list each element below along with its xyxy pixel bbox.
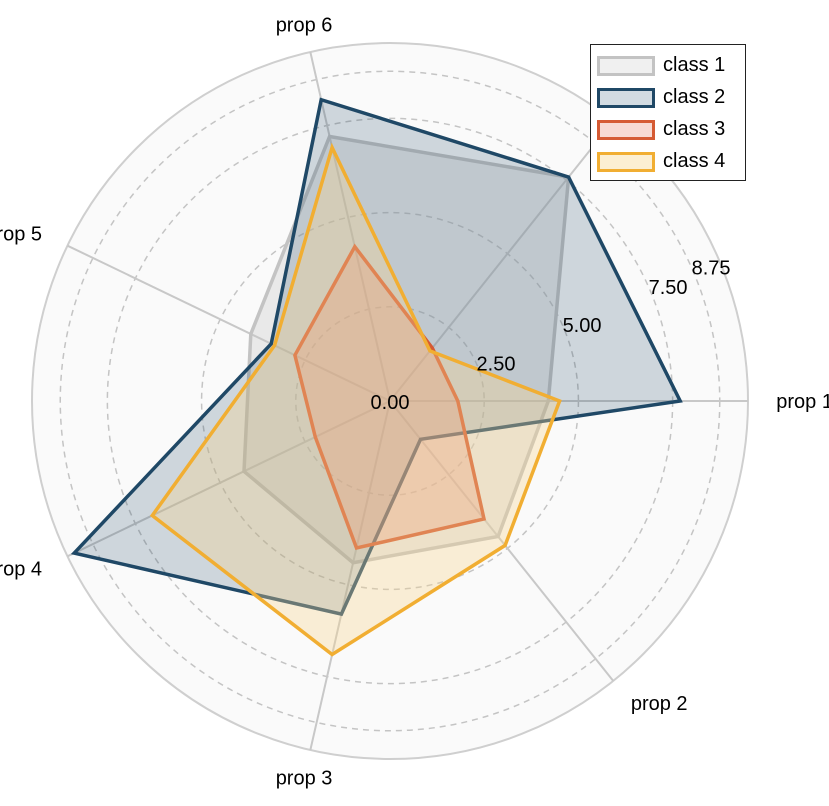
axis-spoke xyxy=(309,51,391,402)
axis-label: prop 3 xyxy=(276,768,333,790)
axis-label: prop 4 xyxy=(0,559,42,581)
radial-tick-label: 5.00 xyxy=(563,315,602,337)
radial-tick-label: 2.50 xyxy=(477,354,516,376)
axis-label: prop 6 xyxy=(276,14,333,36)
legend-swatch-class-4 xyxy=(597,152,655,172)
legend-label: class 4 xyxy=(663,150,726,172)
axis-label: prop 2 xyxy=(631,693,688,715)
legend-swatch-class-3 xyxy=(597,120,655,140)
legend: class 1 class 2 class 3 class 4 xyxy=(590,44,746,181)
legend-swatch-class-1 xyxy=(597,56,655,76)
series-polygon-class-2 xyxy=(70,97,683,617)
legend-label: class 2 xyxy=(663,86,726,108)
series-polygon-class-1 xyxy=(242,134,571,565)
axis-spoke xyxy=(389,400,614,682)
series-polygon-class-4 xyxy=(149,142,562,657)
legend-item-class-1: class 1 xyxy=(597,51,747,79)
legend-swatch-class-2 xyxy=(597,88,655,108)
radial-tick-label: 7.50 xyxy=(649,277,688,299)
radial-tick-label: 0.00 xyxy=(371,392,410,414)
radial-tick-label: 8.75 xyxy=(692,258,731,280)
axis-spoke xyxy=(67,244,391,402)
legend-item-class-3: class 3 xyxy=(597,115,747,143)
legend-item-class-4: class 4 xyxy=(597,147,747,175)
axis-spoke xyxy=(67,400,391,558)
axis-label: prop 5 xyxy=(0,223,42,245)
legend-label: class 3 xyxy=(663,118,726,140)
axis-label: prop 1 xyxy=(776,391,829,413)
legend-item-class-2: class 2 xyxy=(597,83,747,111)
axis-spoke xyxy=(389,120,614,402)
legend-label: class 1 xyxy=(663,54,726,76)
axis-spoke xyxy=(309,400,391,751)
